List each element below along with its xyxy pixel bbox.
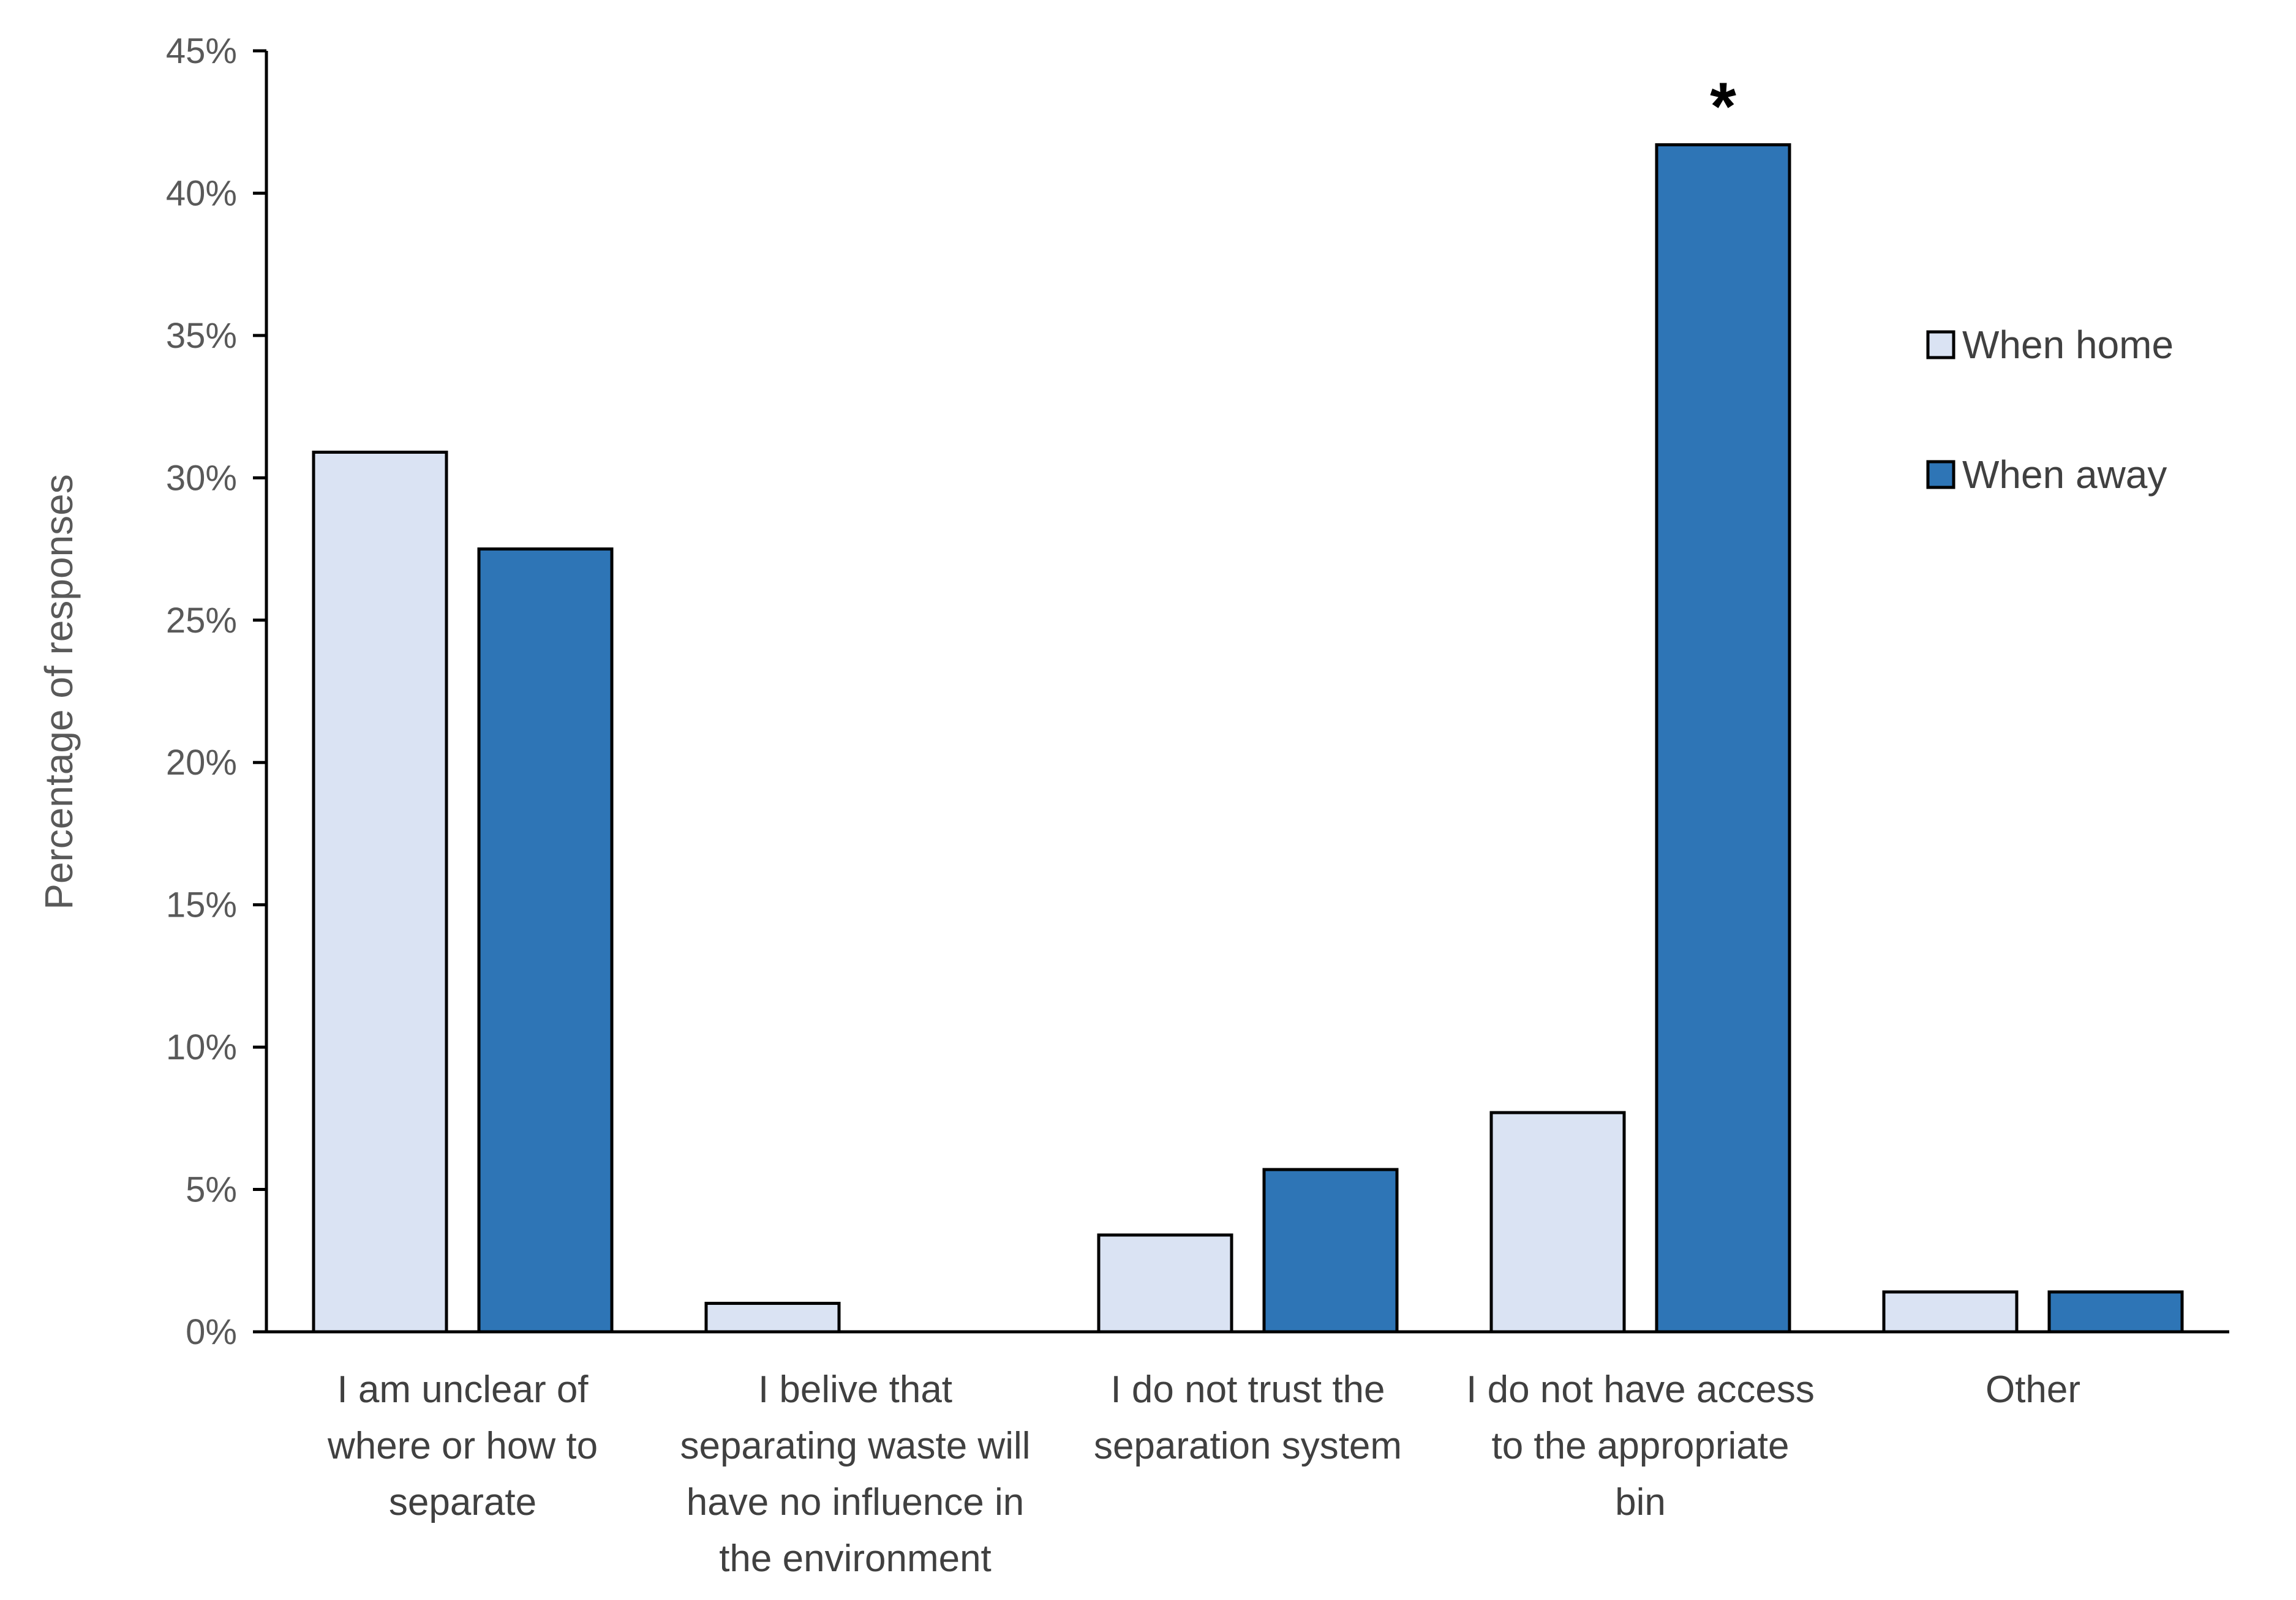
- bar-away: [1262, 1168, 1399, 1334]
- y-tick-label: 25%: [166, 601, 237, 640]
- x-category-label-line: separating waste will: [680, 1425, 1030, 1467]
- x-category-label-line: to the appropriate: [1491, 1425, 1789, 1467]
- y-axis-ticks: 0% 5% 10% 15% 20% 25% 30% 35% 40% 45%: [166, 31, 266, 1352]
- y-axis-title: Percentage of responses: [37, 474, 81, 910]
- x-category-label: Other: [1985, 1369, 2080, 1411]
- x-category-label-line: have no influence in: [687, 1481, 1025, 1523]
- x-category-label-line: I am unclear of: [337, 1369, 589, 1411]
- x-category-label-line: I do not have access: [1466, 1369, 1815, 1411]
- bar-home: [1097, 1233, 1233, 1334]
- x-category-label-line: the environment: [719, 1538, 992, 1580]
- x-category-label-line: bin: [1615, 1481, 1666, 1523]
- y-tick-label: 40%: [166, 173, 237, 213]
- y-tick-label: 20%: [166, 743, 237, 783]
- x-category-label-line: separation system: [1094, 1425, 1402, 1467]
- bar-away: [2047, 1290, 2184, 1334]
- y-tick-label: 45%: [166, 31, 237, 71]
- bar-home: [1882, 1290, 2019, 1334]
- x-category-label-line: I belive that: [758, 1369, 952, 1411]
- x-category-label: I am unclear of where or how to separate: [327, 1369, 598, 1523]
- y-tick-label: 15%: [166, 885, 237, 925]
- y-tick-label: 30%: [166, 458, 237, 498]
- y-tick-label: 35%: [166, 316, 237, 356]
- legend-swatch-home: [1926, 330, 1955, 359]
- x-category-label: I do not have access to the appropriate bi…: [1466, 1369, 1815, 1523]
- y-tick-label: 10%: [166, 1027, 237, 1067]
- significance-marker: *: [1710, 69, 1736, 144]
- bar-home: [704, 1302, 841, 1334]
- x-category-label-line: I do not trust the: [1110, 1369, 1385, 1411]
- bar-home: [1489, 1111, 1626, 1334]
- legend-label-away: When away: [1962, 453, 2167, 497]
- x-category-label-line: where or how to: [327, 1425, 598, 1467]
- bar-home: [312, 450, 448, 1334]
- x-axis-category-labels: I am unclear of where or how to separateI …: [327, 1369, 2080, 1580]
- x-category-label-line: separate: [389, 1481, 536, 1523]
- bar-away: [1655, 143, 1791, 1334]
- legend: When home When away: [1926, 323, 2174, 497]
- y-tick-label: 5%: [186, 1170, 237, 1210]
- x-category-label: I do not trust the separation system: [1094, 1369, 1402, 1467]
- x-category-label-line: Other: [1985, 1369, 2080, 1411]
- x-category-label: I belive that separating waste will have n…: [680, 1369, 1030, 1580]
- legend-label-home: When home: [1962, 323, 2174, 367]
- bars: [312, 143, 2184, 1334]
- legend-swatch-away: [1926, 460, 1955, 489]
- bar-away: [477, 547, 614, 1334]
- y-tick-label: 0%: [186, 1312, 237, 1352]
- annotations: *: [1710, 69, 1736, 144]
